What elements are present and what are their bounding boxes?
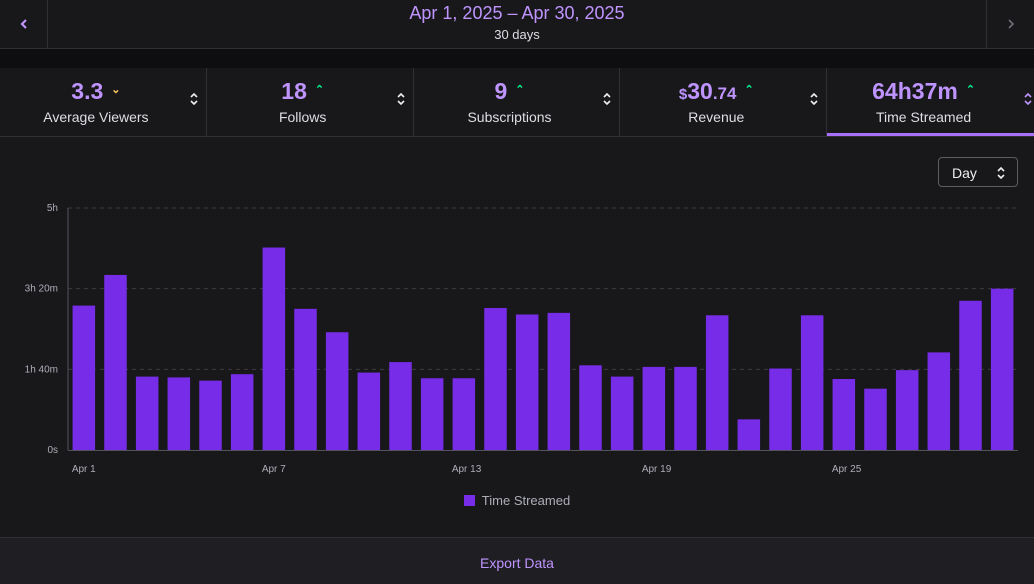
trend-up-icon: ⌃ [314, 84, 325, 96]
stat-card-time-streamed[interactable]: 64h37m ⌃ Time Streamed [827, 68, 1034, 136]
period-select[interactable]: Day [938, 157, 1018, 187]
bar [389, 362, 412, 450]
y-tick-label: 5h [47, 203, 58, 214]
x-tick-label: Apr 13 [452, 464, 482, 475]
chart-legend: Time Streamed [0, 493, 1034, 508]
footer: Export Data [0, 537, 1034, 584]
revenue-cents: .74 [712, 84, 737, 103]
bar [104, 274, 127, 450]
bar [927, 352, 951, 450]
stat-value: 3.3 ⌄ [71, 78, 121, 104]
bar [420, 378, 444, 450]
bar [135, 376, 159, 450]
next-period-button[interactable] [986, 0, 1034, 48]
bar [325, 332, 349, 450]
stat-value: 64h37m ⌃ [872, 78, 976, 104]
time-streamed-bar-chart: 0s 1h 40m 3h 20m 5h Apr 1 Apr 7 Apr 13 Apr 19 Ap… [25, 203, 1018, 475]
stats-row: 3.3 ⌄ Average Viewers 18 ⌃ Follows 9 ⌃ Subs… [0, 68, 1034, 137]
stat-label: Time Streamed [875, 109, 972, 125]
y-tick-label: 3h 20m [25, 284, 58, 295]
sort-icon [397, 92, 405, 106]
legend-label: Time Streamed [481, 493, 571, 508]
bar [72, 305, 96, 450]
chevron-right-icon [1007, 19, 1014, 29]
stat-card-average-viewers[interactable]: 3.3 ⌄ Average Viewers [0, 68, 207, 136]
bar [642, 366, 666, 450]
bar [484, 308, 507, 450]
stat-value: $30.74 ⌃ [620, 78, 812, 105]
stat-card-revenue[interactable]: $30.74 ⌃ Revenue [620, 68, 828, 136]
bar [610, 376, 634, 450]
sort-icon [1024, 92, 1032, 106]
bar [515, 314, 539, 450]
bar [895, 370, 919, 450]
stat-value: 9 ⌃ [494, 78, 525, 104]
x-tick-label: Apr 25 [832, 464, 862, 475]
x-tick-label: Apr 19 [642, 464, 672, 475]
bar [579, 365, 602, 450]
x-tick-label: Apr 7 [262, 464, 286, 475]
bar [452, 378, 476, 450]
stat-card-subscriptions[interactable]: 9 ⌃ Subscriptions [414, 68, 621, 136]
y-tick-label: 0s [47, 445, 58, 456]
trend-up-icon: ⌃ [965, 84, 976, 96]
y-tick-label: 1h 40m [25, 364, 58, 375]
sort-icon [997, 166, 1005, 180]
sort-icon [810, 92, 818, 106]
bar [990, 288, 1014, 450]
date-range-bar: Apr 1, 2025 – Apr 30, 2025 30 days [0, 0, 1034, 49]
revenue-whole: 30 [687, 78, 713, 104]
trend-up-icon: ⌃ [744, 84, 754, 96]
date-range-duration: 30 days [494, 27, 540, 42]
bar [769, 368, 792, 450]
section-divider [0, 49, 1034, 68]
sort-icon [603, 92, 611, 106]
bar [547, 312, 571, 450]
trend-up-icon: ⌃ [515, 84, 525, 96]
bar [357, 372, 381, 450]
stat-label: Follows [278, 109, 327, 125]
bar [705, 315, 729, 450]
chevron-left-icon [19, 19, 27, 29]
stat-value: 18 ⌃ [281, 78, 325, 104]
stat-label: Subscriptions [467, 109, 552, 125]
bar [832, 379, 856, 450]
currency-symbol: $ [678, 86, 688, 103]
bar [167, 377, 191, 450]
bar [800, 315, 824, 450]
stat-card-follows[interactable]: 18 ⌃ Follows [207, 68, 414, 136]
trend-down-icon: ⌄ [111, 84, 121, 96]
stat-label: Revenue [688, 109, 745, 125]
stat-label: Average Viewers [43, 109, 149, 125]
date-range-title: Apr 1, 2025 – Apr 30, 2025 [409, 3, 625, 23]
previous-period-button[interactable] [0, 0, 48, 48]
bar [230, 374, 254, 450]
sort-icon [190, 92, 198, 106]
x-tick-label: Apr 1 [72, 464, 96, 475]
bar [959, 300, 982, 450]
bar [737, 419, 761, 450]
bar [262, 247, 286, 450]
period-select-value: Day [952, 165, 977, 181]
export-data-button[interactable]: Export Data [480, 555, 554, 571]
bar [864, 388, 887, 450]
bar [674, 366, 697, 450]
bar [199, 380, 222, 450]
bar [294, 308, 317, 450]
legend-swatch [463, 495, 475, 506]
